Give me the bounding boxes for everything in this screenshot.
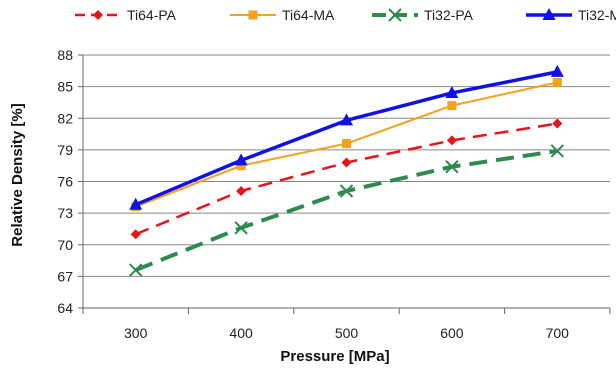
x-tick-label-500: 500 <box>335 325 359 341</box>
x-tick-label-300: 300 <box>124 325 148 341</box>
x-tick-label-600: 600 <box>440 325 464 341</box>
data-point-ti32-pa-500 <box>339 184 354 198</box>
series-line-ti32-pa <box>134 148 558 272</box>
series-group <box>128 64 565 277</box>
y-tick-label-67: 67 <box>57 268 73 284</box>
series-ti64-pa <box>130 118 563 240</box>
data-point-ti64-pa-400 <box>236 185 247 196</box>
data-point-ti64-ma-400 <box>236 161 246 171</box>
series-line-ti32-ma <box>135 70 558 207</box>
legend-marker-ti32-ma <box>542 8 556 20</box>
data-point-ti64-pa-700 <box>552 118 563 129</box>
y-tick-label-79: 79 <box>57 142 73 158</box>
data-point-ti64-ma-600 <box>447 101 457 111</box>
series-ti32-pa <box>128 144 565 277</box>
y-tick-label-70: 70 <box>57 237 73 253</box>
data-point-ti32-ma-500 <box>340 113 353 126</box>
data-point-ti64-pa-500 <box>341 157 352 168</box>
legend-label-ti64-ma: Ti64-MA <box>282 7 335 23</box>
y-tick-label-88: 88 <box>57 47 73 63</box>
legend-marker-ti32-pa <box>388 8 402 22</box>
y-tick-label-85: 85 <box>57 79 73 95</box>
y-axis-ticks: 64 67 70 73 76 79 82 85 88 <box>57 47 83 316</box>
legend: Ti64-PA Ti64-MA Ti32-PA Ti32-MA <box>75 7 616 23</box>
legend-label-ti32-pa: Ti32-PA <box>424 7 474 23</box>
y-tick-label-73: 73 <box>57 205 73 221</box>
x-axis-ticks: 300 400 500 600 700 <box>82 308 611 341</box>
legend-label-ti64-pa: Ti64-PA <box>127 7 177 23</box>
data-point-ti32-pa-700 <box>550 144 565 158</box>
data-point-ti32-ma-300 <box>129 197 143 210</box>
series-ti32-ma <box>129 64 564 210</box>
x-axis-title: Pressure [MPa] <box>280 348 389 365</box>
data-point-ti64-pa-300 <box>130 229 141 240</box>
y-tick-label-76: 76 <box>57 174 73 190</box>
gridlines <box>83 54 610 309</box>
legend-marker-ti64-ma <box>248 10 258 20</box>
legend-marker-ti64-pa <box>93 10 103 20</box>
x-tick-label-700: 700 <box>546 325 570 341</box>
data-point-ti32-pa-400 <box>234 221 248 235</box>
data-point-ti64-ma-500 <box>342 139 351 149</box>
y-tick-label-64: 64 <box>57 300 73 316</box>
data-point-ti32-ma-400 <box>234 153 248 166</box>
legend-item-ti32-ma: Ti32-MA <box>526 7 616 23</box>
legend-label-ti32-ma: Ti32-MA <box>578 7 616 23</box>
legend-item-ti32-pa: Ti32-PA <box>372 7 474 23</box>
legend-item-ti64-ma: Ti64-MA <box>230 7 335 23</box>
y-tick-label-82: 82 <box>57 110 73 126</box>
data-point-ti32-ma-700 <box>550 64 564 77</box>
data-point-ti32-ma-600 <box>445 85 459 98</box>
data-point-ti64-ma-700 <box>552 77 562 87</box>
data-point-ti64-pa-600 <box>446 135 457 146</box>
data-point-ti32-pa-300 <box>128 263 143 277</box>
x-tick-label-400: 400 <box>229 325 253 341</box>
data-point-ti32-pa-600 <box>445 160 459 174</box>
legend-item-ti64-pa: Ti64-PA <box>75 7 177 23</box>
y-axis-title: Relative Density [%] <box>9 103 26 246</box>
